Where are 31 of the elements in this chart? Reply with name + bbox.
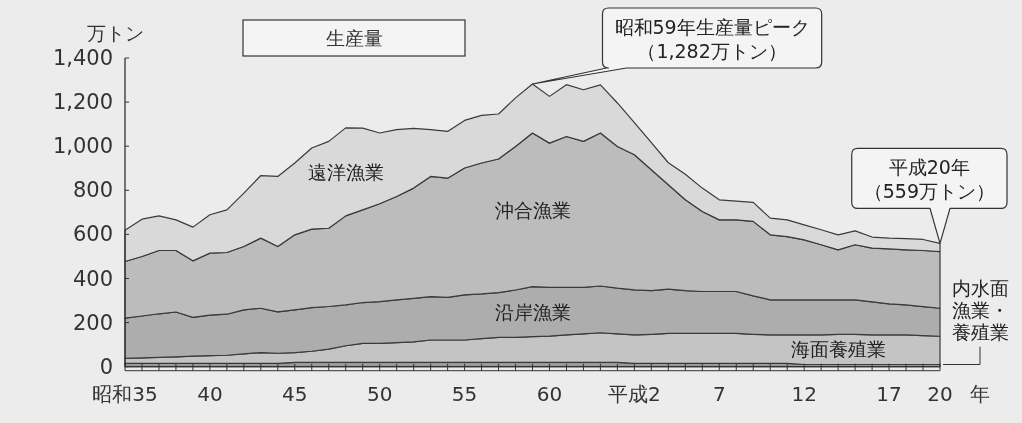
- y-tick-label: 0: [99, 354, 113, 379]
- x-tick-label: 昭和35: [92, 381, 158, 406]
- y-axis-title: 万トン: [86, 22, 144, 44]
- y-tick-label: 600: [72, 222, 113, 247]
- y-tick-label: 1,400: [52, 46, 113, 70]
- callout: 平成20年（559万トン）: [851, 147, 1008, 245]
- annotation: 昭和59年生産量ピーク（1,282万トン）: [614, 16, 810, 62]
- x-tick-label: 12: [791, 381, 817, 406]
- series-label: 遠洋漁業: [307, 160, 384, 183]
- y-tick-label: 1,200: [52, 90, 113, 115]
- series-label: 沖合漁業: [494, 198, 571, 221]
- x-tick-label: 40: [197, 381, 223, 406]
- x-tick-label: 17: [876, 381, 902, 406]
- x-tick-label: 20: [927, 381, 953, 406]
- y-tick-label: 1,000: [52, 134, 113, 159]
- y-tick-label: 400: [72, 266, 113, 291]
- y-tick-label: 800: [72, 178, 113, 203]
- x-tick-label: 平成2: [608, 381, 661, 406]
- y-tick-label: 200: [72, 310, 113, 335]
- series-label: 海面養殖業: [790, 338, 886, 361]
- series-label: 沿岸漁業: [494, 300, 571, 323]
- annotation: 平成20年（559万トン）: [863, 156, 995, 203]
- x-tick-label: 55: [451, 381, 478, 406]
- callout: 昭和59年生産量ピーク（1,282万トン）: [531, 7, 823, 85]
- x-tick-label: 45: [282, 381, 308, 406]
- chart-title: 生産量: [325, 27, 383, 49]
- x-axis-title: 年: [970, 381, 990, 406]
- x-tick-label: 60: [536, 381, 563, 406]
- x-tick-label: 50: [366, 381, 393, 406]
- series-label: 内水面漁業・養殖業: [951, 276, 1009, 343]
- x-tick-label: 7: [712, 381, 726, 406]
